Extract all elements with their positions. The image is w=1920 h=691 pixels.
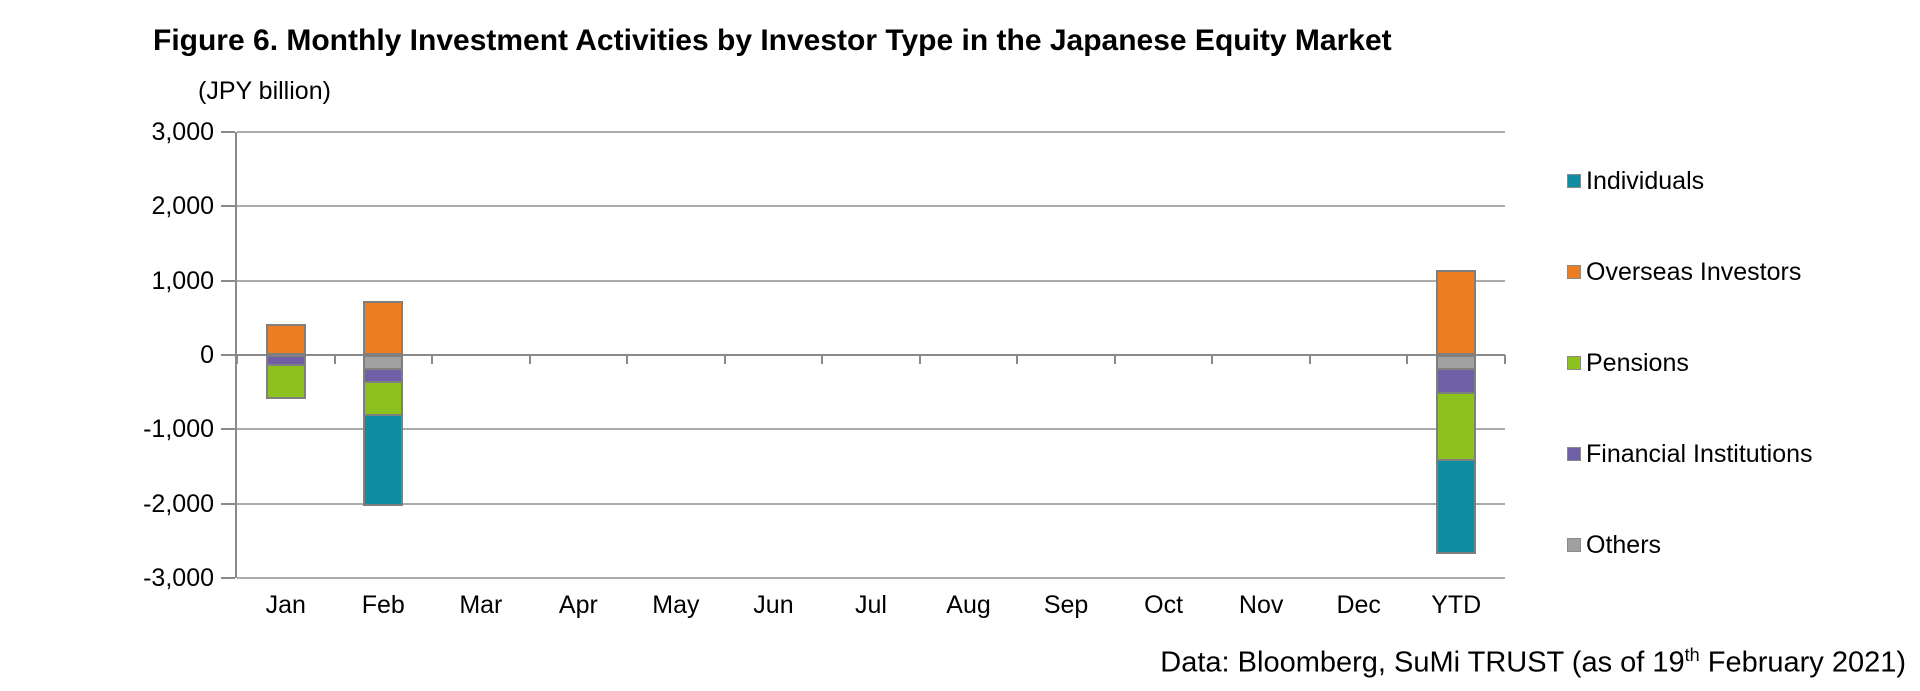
- bar-segment-pensions-jan: [265, 364, 306, 399]
- gridline: [237, 131, 1505, 133]
- source-note-superscript: th: [1684, 645, 1700, 665]
- gridline: [237, 577, 1505, 579]
- x-axis-tick: [1211, 355, 1214, 364]
- x-axis-category-label: Dec: [1336, 591, 1381, 619]
- legend-marker-icon: [1567, 447, 1581, 461]
- x-axis-tick: [333, 355, 336, 364]
- gridline: [237, 279, 1505, 282]
- legend-item-financial-institutions: Financial Institutions: [1567, 439, 1813, 468]
- x-axis-tick: [1406, 355, 1409, 364]
- x-axis-tick: [431, 355, 434, 364]
- legend-marker-icon: [1567, 265, 1581, 279]
- y-axis-tick: [221, 577, 235, 579]
- legend-label: Financial Institutions: [1586, 439, 1813, 468]
- zero-gridline: [237, 354, 1505, 356]
- bar-segment-individuals-feb: [363, 413, 404, 506]
- x-axis-tick: [626, 355, 629, 364]
- chart-title: Figure 6. Monthly Investment Activities …: [153, 24, 1392, 57]
- x-axis-tick: [1016, 355, 1019, 364]
- legend-item-individuals: Individuals: [1567, 166, 1813, 195]
- bar-segment-individuals-ytd: [1436, 459, 1477, 555]
- legend-label: Pensions: [1586, 348, 1689, 377]
- gridline: [237, 428, 1505, 431]
- legend-item-others: Others: [1567, 530, 1813, 559]
- x-axis-tick: [821, 355, 824, 364]
- x-axis-category-label: Feb: [361, 591, 405, 619]
- x-axis-category-label: May: [652, 591, 700, 619]
- x-axis-tick: [723, 355, 726, 364]
- x-axis-category-label: Aug: [946, 591, 991, 619]
- x-axis-category-label: Oct: [1144, 591, 1184, 619]
- x-axis-category-label: Mar: [459, 591, 503, 619]
- x-axis-tick: [528, 355, 531, 364]
- bar-segment-overseas-investors-jan: [265, 323, 306, 355]
- legend-label: Others: [1586, 530, 1662, 559]
- bar-segment-overseas-investors-feb: [363, 300, 404, 355]
- legend-item-overseas-investors: Overseas Investors: [1567, 257, 1813, 286]
- legend-label: Individuals: [1586, 166, 1705, 195]
- y-axis-tick: [221, 354, 235, 356]
- source-note: Data: Bloomberg, SuMi TRUST (as of 19th …: [1160, 645, 1906, 680]
- x-axis-tick: [1113, 355, 1116, 364]
- y-axis-tick-label: -2,000: [143, 489, 214, 518]
- legend-marker-icon: [1567, 174, 1581, 188]
- source-note-suffix: February 2021): [1699, 646, 1906, 679]
- bar-segment-pensions-ytd: [1436, 392, 1477, 462]
- x-axis-tick: [1308, 355, 1311, 364]
- y-axis-tick-label: 0: [200, 341, 214, 369]
- y-axis-tick-label: 3,000: [151, 118, 214, 146]
- y-axis-tick: [221, 131, 235, 133]
- y-axis-unit-label: (JPY billion): [198, 77, 331, 105]
- legend-item-pensions: Pensions: [1567, 348, 1813, 377]
- y-axis-tick: [221, 502, 235, 505]
- legend-marker-icon: [1567, 356, 1581, 370]
- bar-segment-pensions-feb: [363, 381, 404, 416]
- x-axis-category-label: Jan: [265, 591, 306, 619]
- x-axis-category-label: YTD: [1431, 591, 1482, 619]
- source-note-text: Data: Bloomberg, SuMi TRUST (as of 19: [1160, 646, 1685, 679]
- y-axis-tick: [221, 428, 235, 431]
- legend: Individuals Overseas Investors Pensions Fin…: [1567, 166, 1813, 623]
- legend-label: Overseas Investors: [1586, 257, 1802, 286]
- y-axis-tick-label: 2,000: [151, 192, 214, 221]
- x-axis-category-label: Nov: [1238, 591, 1284, 619]
- y-axis-tick-label: -3,000: [143, 564, 214, 592]
- x-axis-category-label: Jul: [855, 591, 887, 619]
- gridline: [237, 205, 1505, 208]
- y-axis-tick-label: -1,000: [143, 415, 214, 444]
- y-axis-tick: [221, 279, 235, 282]
- plot-area: [221, 131, 1506, 579]
- x-axis-category-label: Apr: [558, 591, 598, 619]
- x-axis-category-label: Sep: [1043, 591, 1089, 619]
- x-axis-category-label: Jun: [753, 591, 794, 619]
- bar-segment-financial-institutions-ytd: [1436, 367, 1477, 395]
- x-axis-tick: [236, 355, 238, 364]
- gridline: [237, 502, 1505, 505]
- x-axis-tick: [918, 355, 921, 364]
- y-axis-tick: [221, 205, 235, 208]
- bar-segment-overseas-investors-ytd: [1436, 269, 1477, 355]
- y-axis-tick-label: 1,000: [151, 266, 214, 295]
- x-axis-tick: [1504, 355, 1506, 364]
- legend-marker-icon: [1567, 538, 1581, 552]
